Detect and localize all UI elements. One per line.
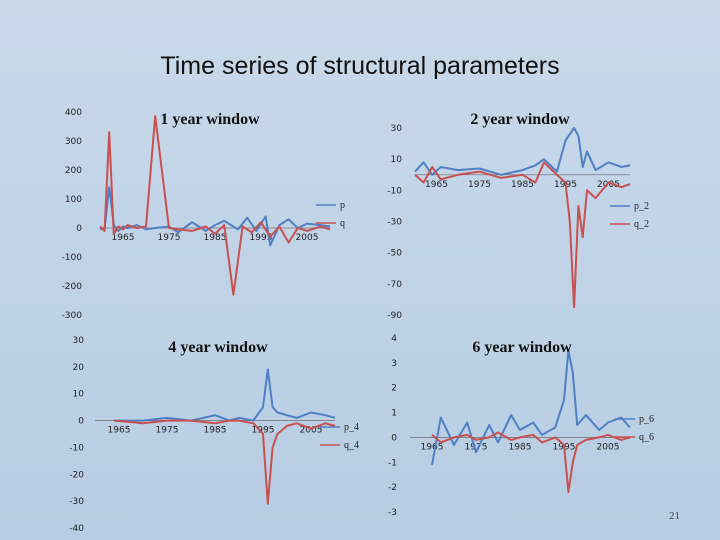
legend-label: p_2 (634, 201, 649, 212)
x-tick-label: 1975 (158, 233, 181, 243)
slide-title: Time series of structural parameters (160, 52, 560, 80)
y-tick-label: 20 (73, 363, 85, 373)
y-tick-label: -10 (387, 186, 402, 196)
x-tick-label: 1985 (511, 180, 534, 190)
y-tick-label: 100 (65, 195, 82, 205)
chart-title: 6 year window (472, 339, 572, 356)
y-tick-label: 3 (391, 359, 397, 369)
series-line-q (99, 115, 331, 296)
x-tick-label: 1965 (108, 426, 131, 436)
y-tick-label: -30 (69, 497, 84, 507)
y-tick-label: 300 (65, 137, 82, 147)
y-tick-label: -10 (69, 443, 84, 453)
series-line-p-2 (414, 127, 631, 176)
y-tick-label: -200 (62, 282, 83, 292)
y-tick-label: 30 (73, 336, 85, 346)
chart-1-year-window: -300 -200 -100 0 100 200 300 400 1965 1975 1985 199… (62, 108, 345, 321)
y-tick-label: -30 (387, 218, 402, 228)
y-tick-label: -3 (388, 508, 397, 518)
x-tick-label: 1965 (112, 233, 135, 243)
x-tick-label: 1975 (465, 442, 488, 452)
y-tick-label: 0 (76, 224, 82, 234)
chart-title: 4 year window (168, 339, 268, 356)
series-line-q-2 (414, 161, 631, 309)
x-tick-label: 1965 (425, 180, 448, 190)
x-tick-label: 1975 (468, 180, 491, 190)
y-tick-label: 200 (65, 166, 82, 176)
x-tick-label: 1995 (252, 426, 275, 436)
series-line-p-6 (431, 349, 631, 465)
y-tick-label: 2 (391, 384, 397, 394)
y-tick-label: 0 (391, 433, 397, 443)
series-line-q-6 (431, 431, 631, 494)
y-tick-label: -300 (62, 311, 83, 321)
legend-label: p_4 (344, 422, 359, 433)
y-tick-label: 10 (391, 155, 403, 165)
y-tick-label: 4 (391, 334, 397, 344)
x-tick-label: 1985 (204, 233, 227, 243)
legend-label: q_2 (634, 219, 649, 230)
chart-title: 1 year window (160, 111, 260, 128)
y-tick-label: -1 (388, 458, 397, 468)
x-tick-label: 1985 (509, 442, 532, 452)
slide-number: 21 (669, 510, 680, 522)
x-tick-label: 2005 (296, 233, 319, 243)
legend-label: q (340, 218, 345, 229)
x-tick-label: 2005 (300, 426, 323, 436)
y-tick-label: -70 (387, 280, 402, 290)
y-tick-label: 0 (78, 417, 84, 427)
x-tick-label: 1965 (421, 442, 444, 452)
chart-4-year-window: -40 -30 -20 -10 0 10 20 30 1965 1975 1985 1995 2005 4… (69, 336, 359, 534)
legend-label: q_6 (639, 432, 654, 443)
legend-label: p_6 (639, 414, 654, 425)
legend-label: q_4 (344, 440, 359, 451)
y-tick-label: -100 (62, 253, 83, 263)
series-line-q-4 (114, 419, 336, 505)
y-tick-label: -2 (388, 483, 397, 493)
series-line-p-4 (114, 368, 336, 422)
y-tick-label: 30 (391, 124, 403, 134)
x-tick-label: 2005 (597, 180, 620, 190)
y-tick-label: 1 (391, 409, 397, 419)
chart-title: 2 year window (470, 111, 570, 128)
x-tick-label: 1975 (156, 426, 179, 436)
y-tick-label: -90 (387, 311, 402, 321)
y-tick-label: 10 (73, 390, 85, 400)
legend-label: p (340, 200, 345, 211)
y-tick-label: -50 (387, 249, 402, 259)
x-tick-label: 1985 (204, 426, 227, 436)
x-tick-label: 2005 (597, 442, 620, 452)
series-line-p (99, 186, 331, 247)
y-tick-label: -40 (69, 524, 84, 534)
y-tick-label: 400 (65, 108, 82, 118)
y-tick-label: -20 (69, 470, 84, 480)
x-tick-label: 1995 (250, 233, 273, 243)
